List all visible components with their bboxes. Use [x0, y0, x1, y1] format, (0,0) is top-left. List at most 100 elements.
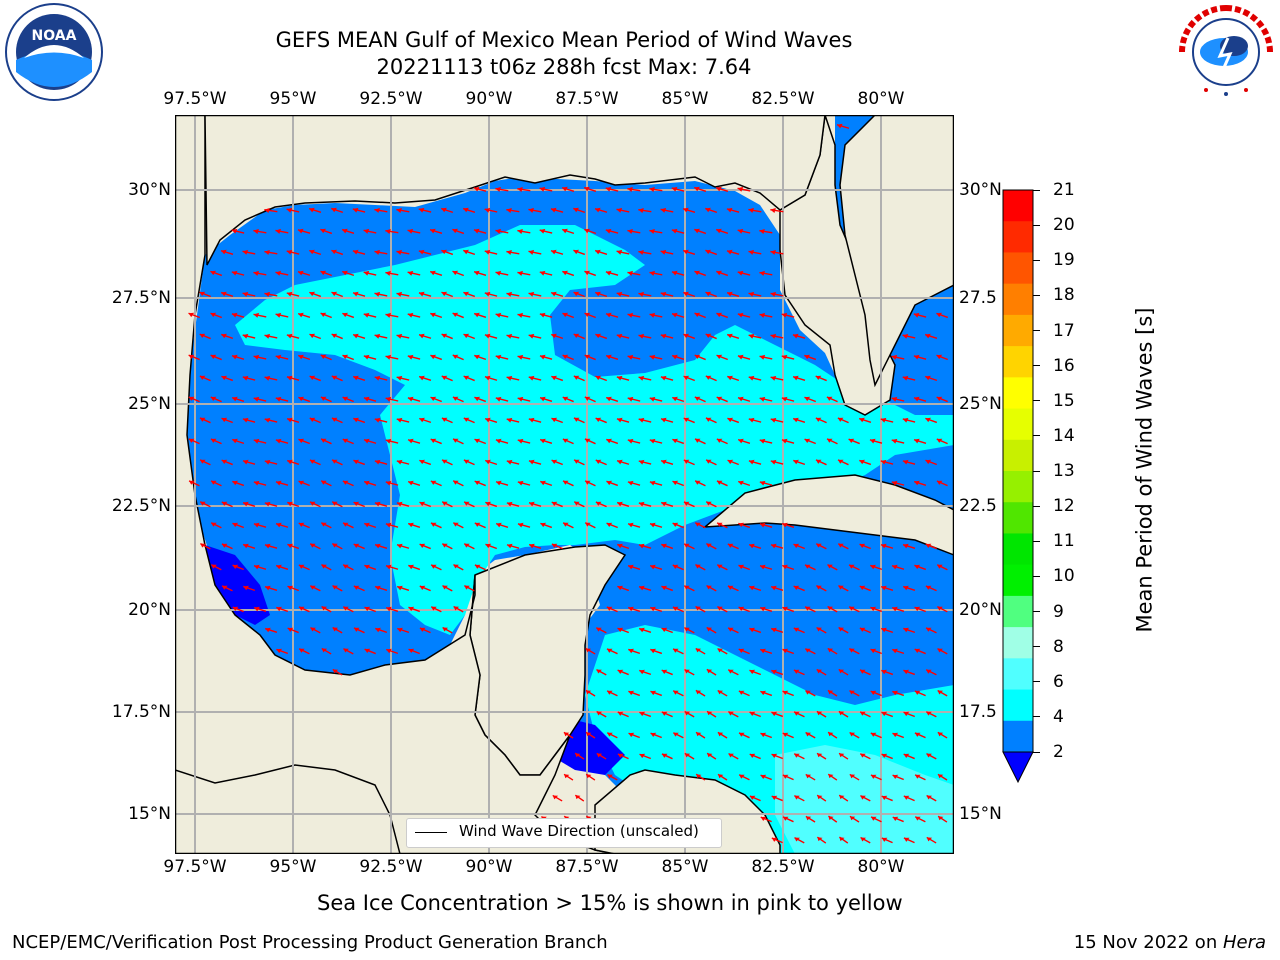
wave-direction-arrow [506, 459, 520, 465]
wave-direction-arrow [858, 417, 872, 424]
wave-direction-arrow [419, 501, 431, 508]
wave-direction-arrow [616, 207, 630, 213]
wave-direction-arrow [210, 564, 222, 571]
wave-direction-arrow [495, 270, 509, 276]
wave-direction-arrow [540, 522, 553, 529]
wave-direction-arrow [706, 584, 717, 592]
lon-tick-label: 92.5°W [359, 857, 423, 877]
wave-direction-arrow [584, 270, 597, 277]
wave-direction-arrow [650, 648, 663, 655]
lat-tick-label: 22.5 [959, 496, 997, 516]
wave-direction-arrow [759, 480, 773, 486]
wave-direction-arrow [627, 228, 641, 234]
wave-direction-arrow [253, 606, 267, 612]
wave-direction-arrow [363, 480, 377, 486]
wave-direction-arrow [495, 354, 509, 360]
wave-direction-arrow [452, 438, 464, 445]
wave-direction-arrow [937, 606, 948, 613]
wave-direction-arrow [605, 354, 619, 360]
wave-direction-arrow [573, 333, 585, 340]
wave-direction-arrow [374, 333, 388, 339]
colorbar-cell [1003, 283, 1033, 316]
wave-direction-arrow [726, 249, 740, 255]
wave-direction-arrow [396, 249, 410, 255]
wave-direction-arrow [693, 186, 707, 193]
wave-direction-arrow [605, 186, 619, 192]
wave-direction-arrow [859, 459, 872, 466]
wave-direction-arrow [430, 480, 442, 487]
wave-direction-arrow [562, 354, 574, 361]
wave-direction-arrow [561, 186, 575, 192]
wave-direction-arrow [782, 690, 794, 697]
colorbar-tick-mark [1033, 716, 1040, 718]
wave-direction-arrow [616, 375, 630, 381]
colorbar-tick-mark [1033, 681, 1040, 683]
mexico-land [175, 115, 616, 854]
wave-direction-arrow [474, 564, 486, 571]
wave-direction-arrow [902, 543, 916, 549]
wave-direction-arrow [748, 375, 762, 381]
wave-direction-arrow [275, 270, 289, 276]
wave-direction-arrow [770, 627, 784, 634]
wave-direction-arrow [221, 459, 233, 466]
wave-direction-arrow [331, 375, 343, 382]
wave-direction-arrow [506, 543, 520, 549]
wave-direction-arrow [408, 648, 420, 655]
wave-direction-arrow [452, 228, 465, 235]
florida-peninsula [839, 115, 954, 388]
wave-direction-arrow [539, 312, 553, 318]
wave-direction-arrow [617, 627, 629, 634]
wave-direction-arrow [320, 438, 332, 445]
wave-direction-arrow [826, 438, 838, 445]
wave-direction-arrow [386, 648, 399, 655]
wave-direction-arrow [418, 207, 432, 213]
wave-direction-arrow [286, 375, 300, 381]
lon-tick-label: 85°W [661, 89, 709, 109]
colorbar-tick-label: 12 [1053, 496, 1075, 517]
wave-direction-arrow [331, 207, 344, 214]
wave-direction-arrow [617, 543, 630, 550]
wave-direction-arrow [442, 584, 453, 592]
wave-direction-arrow [706, 543, 717, 550]
wave-direction-arrow [210, 270, 223, 277]
wave-direction-arrow [562, 480, 574, 487]
national-weather-service-logo [1176, 2, 1276, 102]
wave-direction-arrow [671, 270, 685, 276]
wave-direction-arrow [199, 333, 211, 340]
wave-direction-arrow [737, 228, 751, 234]
wave-direction-arrow [363, 228, 377, 234]
wave-direction-arrow [672, 648, 684, 655]
wave-direction-arrow [573, 417, 585, 424]
wave-direction-arrow [606, 480, 619, 487]
wave-direction-arrow [870, 816, 882, 823]
wave-direction-arrow [914, 564, 927, 571]
wave-direction-arrow [726, 333, 740, 340]
wave-direction-arrow [506, 207, 520, 213]
wave-direction-arrow [396, 291, 410, 297]
wave-direction-arrow [937, 689, 948, 697]
colorbar-tick-label: 15 [1053, 390, 1075, 411]
wave-direction-arrow [552, 794, 563, 802]
wave-direction-arrow [661, 543, 674, 550]
wave-direction-arrow [738, 774, 750, 781]
wave-direction-arrow [848, 606, 860, 613]
wave-direction-arrow [264, 585, 278, 591]
wave-direction-arrow [485, 543, 498, 550]
wave-direction-arrow [749, 627, 762, 634]
wave-direction-arrow [539, 354, 553, 360]
wave-direction-arrow [485, 501, 498, 508]
wave-direction-arrow [836, 123, 850, 129]
wave-direction-arrow [816, 585, 827, 592]
wave-direction-arrow [695, 647, 706, 655]
wave-direction-arrow [287, 585, 299, 592]
wave-direction-arrow [321, 647, 332, 655]
wave-direction-arrow [562, 228, 575, 235]
wave-direction-arrow [705, 459, 717, 466]
wave-direction-arrow [242, 501, 256, 507]
wave-direction-arrow [793, 459, 806, 466]
lat-tick-label: 17.5 [959, 702, 997, 722]
wave-direction-arrow [210, 522, 222, 529]
colorbar-tick-label: 14 [1053, 425, 1075, 446]
wave-direction-arrow [474, 522, 486, 529]
wave-direction-arrow [606, 606, 618, 613]
